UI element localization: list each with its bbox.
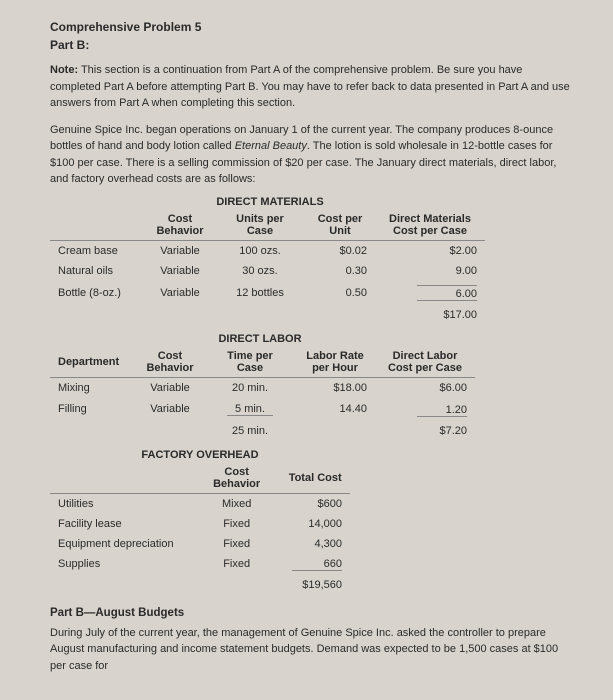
product-name: Eternal Beauty (235, 140, 307, 152)
table-total-row: 25 min. $7.20 (50, 421, 475, 441)
part-label: Part B: (50, 38, 573, 52)
direct-materials-table: Cost Behavior Units per Case Cost per Un… (50, 210, 485, 325)
dl-h4: Labor Rate per Hour (295, 347, 375, 378)
dm-h4: Cost per Unit (305, 210, 375, 241)
table-row: Facility lease Fixed 14,000 (50, 514, 350, 534)
dm-h3: Units per Case (215, 210, 305, 241)
table-row: Natural oils Variable 30 ozs. 0.30 9.00 (50, 261, 485, 281)
table-total-row: $19,560 (50, 575, 350, 595)
fo-table-title: FACTORY OVERHEAD (50, 449, 350, 461)
problem-title: Comprehensive Problem 5 (50, 20, 573, 34)
intro-paragraph: Genuine Spice Inc. began operations on J… (50, 122, 573, 188)
fo-h1 (50, 463, 193, 494)
fo-h3: Total Cost (280, 463, 350, 494)
table-row: Equipment depreciation Fixed 4,300 (50, 534, 350, 554)
direct-labor-table: Department Cost Behavior Time per Case L… (50, 347, 475, 441)
note-paragraph: Note: This section is a continuation fro… (50, 62, 573, 112)
table-row: Supplies Fixed 660 (50, 554, 350, 575)
note-label: Note: (50, 64, 78, 76)
dm-table-title: DIRECT MATERIALS (50, 196, 490, 208)
table-row: Filling Variable 5 min. 14.40 1.20 (50, 398, 475, 421)
dm-h2: Cost Behavior (145, 210, 215, 241)
factory-overhead-table: Cost Behavior Total Cost Utilities Mixed… (50, 463, 350, 595)
dl-h2: Cost Behavior (135, 347, 205, 378)
table-row: Bottle (8-oz.) Variable 12 bottles 0.50 … (50, 281, 485, 305)
table-row: Utilities Mixed $600 (50, 493, 350, 514)
fo-h2: Cost Behavior (193, 463, 280, 494)
table-total-row: $17.00 (50, 305, 485, 325)
dl-h1: Department (50, 347, 135, 378)
partb-text: During July of the current year, the man… (50, 625, 573, 675)
note-text: This section is a continuation from Part… (50, 64, 570, 109)
dl-table-title: DIRECT LABOR (50, 333, 470, 345)
dl-h3: Time per Case (205, 347, 295, 378)
partb-title: Part B—August Budgets (50, 607, 573, 619)
table-row: Mixing Variable 20 min. $18.00 $6.00 (50, 377, 475, 398)
dm-h5: Direct Materials Cost per Case (375, 210, 485, 241)
dm-h1 (50, 210, 145, 241)
table-row: Cream base Variable 100 ozs. $0.02 $2.00 (50, 240, 485, 261)
dl-h5: Direct Labor Cost per Case (375, 347, 475, 378)
